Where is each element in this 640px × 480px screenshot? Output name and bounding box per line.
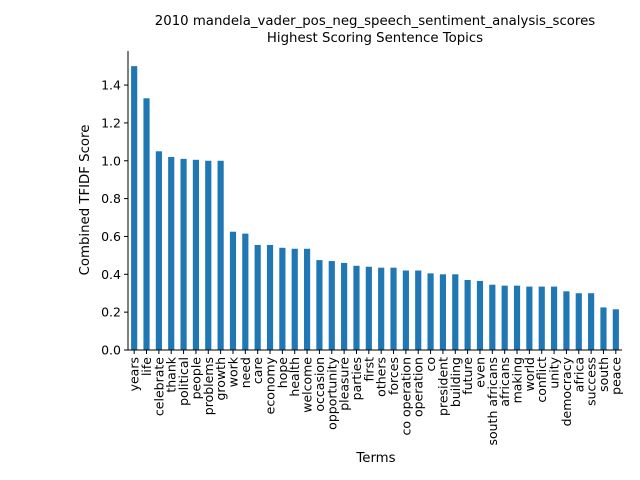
- x-tick-label: forces: [386, 357, 401, 395]
- x-tick-label: political: [176, 357, 191, 406]
- x-tick-label: president: [435, 357, 450, 416]
- bar-work: [229, 231, 237, 350]
- x-tick-label: health: [287, 357, 302, 397]
- x-tick-label: africans: [497, 357, 512, 407]
- bar-co: [427, 273, 434, 350]
- y-tick-label: 0.6: [101, 229, 121, 244]
- bar-even: [476, 280, 484, 350]
- bar-thank: [168, 156, 175, 350]
- x-tick-label: unity: [547, 356, 562, 388]
- bar-first: [365, 266, 372, 350]
- x-tick-label: care: [250, 357, 265, 384]
- y-tick-label: 0.2: [101, 305, 121, 320]
- bar-conflict: [538, 286, 545, 350]
- bar-pleasure: [341, 262, 348, 350]
- bar-building: [452, 274, 459, 350]
- bar-africa: [575, 293, 582, 350]
- x-tick-label: occasion: [312, 357, 327, 412]
- x-tick-label: parties: [349, 357, 364, 400]
- x-axis-label: Terms: [355, 451, 395, 466]
- x-tick-label: conflict: [534, 357, 549, 403]
- bar-political: [180, 158, 187, 350]
- x-tick-label: south africans: [485, 357, 500, 446]
- x-tick-label: operation: [411, 357, 426, 417]
- bar-unity: [550, 286, 558, 350]
- x-tick-label: welcome: [300, 357, 315, 413]
- x-tick-label: problems: [201, 357, 216, 415]
- bar-opportunity: [328, 261, 335, 350]
- bar-years: [131, 66, 138, 350]
- x-tick-label: co operation: [398, 357, 413, 436]
- bar-making: [513, 285, 521, 350]
- x-tick-label: economy: [263, 356, 278, 414]
- y-tick-label: 0.4: [101, 267, 121, 282]
- x-tick-label: first: [361, 357, 376, 382]
- bar-president: [439, 274, 447, 350]
- x-tick-label: building: [448, 357, 463, 407]
- x-tick-label: world: [522, 357, 537, 391]
- bar-problems: [205, 160, 212, 350]
- x-tick-label: growth: [213, 357, 228, 401]
- y-tick-label: 0.8: [101, 191, 121, 206]
- x-tick-label: pleasure: [337, 357, 352, 411]
- y-tick-label: 1.4: [101, 78, 121, 93]
- x-tick-label: even: [472, 357, 487, 388]
- x-tick-label: life: [139, 357, 154, 376]
- bar-people: [192, 159, 200, 350]
- bar-care: [254, 244, 261, 350]
- x-tick-label: south: [596, 357, 611, 392]
- bar-group: [131, 66, 619, 350]
- x-tick-label: years: [127, 357, 142, 391]
- bar-operation: [415, 270, 422, 350]
- x-tick-label: hope: [275, 357, 290, 389]
- bar-south: [600, 307, 607, 350]
- y-axis-label: Combined TFIDF Score: [78, 125, 93, 276]
- bar-celebrate: [155, 151, 162, 350]
- x-tick-label: work: [225, 356, 240, 387]
- chart-subtitle: Highest Scoring Sentence Topics: [267, 31, 483, 46]
- x-tick-label: success: [584, 357, 599, 406]
- x-tick-label: need: [238, 357, 253, 388]
- x-tick-label: peace: [608, 357, 623, 395]
- bar-welcome: [303, 248, 311, 350]
- y-tick-label: 0.0: [101, 343, 121, 358]
- bar-world: [526, 286, 533, 350]
- y-axis-ticks: 0.0 0.2 0.4 0.6 0.8 1.0 1.2 1.4: [101, 78, 128, 358]
- x-tick-label: people: [188, 357, 203, 400]
- x-tick-label: thank: [164, 356, 179, 392]
- x-tick-label: co: [423, 357, 438, 372]
- x-tick-label: africa: [571, 357, 586, 392]
- x-tick-label: celebrate: [151, 357, 166, 416]
- bar-africans: [501, 285, 508, 350]
- x-tick-label: others: [374, 357, 389, 397]
- bar-others: [378, 267, 385, 350]
- bar-occasion: [316, 260, 323, 350]
- bar-co-operation: [402, 270, 409, 350]
- x-tick-label: opportunity: [324, 356, 339, 429]
- bar-hope: [279, 247, 286, 350]
- x-tick-label: democracy: [559, 356, 574, 426]
- bar-growth: [217, 160, 224, 350]
- bar-south-africans: [489, 284, 496, 350]
- bar-parties: [353, 265, 360, 350]
- x-axis-ticks: yearslifecelebratethankpoliticalpeoplepr…: [127, 350, 623, 446]
- bar-health: [291, 248, 298, 350]
- bar-democracy: [563, 291, 570, 350]
- y-tick-label: 1.0: [101, 153, 121, 168]
- bar-peace: [612, 309, 619, 350]
- bar-life: [143, 98, 150, 350]
- bar-future: [464, 279, 471, 350]
- bar-need: [242, 233, 249, 350]
- bar-success: [588, 293, 595, 350]
- x-tick-label: future: [460, 357, 475, 395]
- x-tick-label: making: [510, 357, 525, 403]
- bar-forces: [390, 267, 397, 350]
- chart-title: 2010 mandela_vader_pos_neg_speech_sentim…: [155, 14, 596, 29]
- y-tick-label: 1.2: [101, 115, 121, 130]
- bar-economy: [266, 244, 274, 350]
